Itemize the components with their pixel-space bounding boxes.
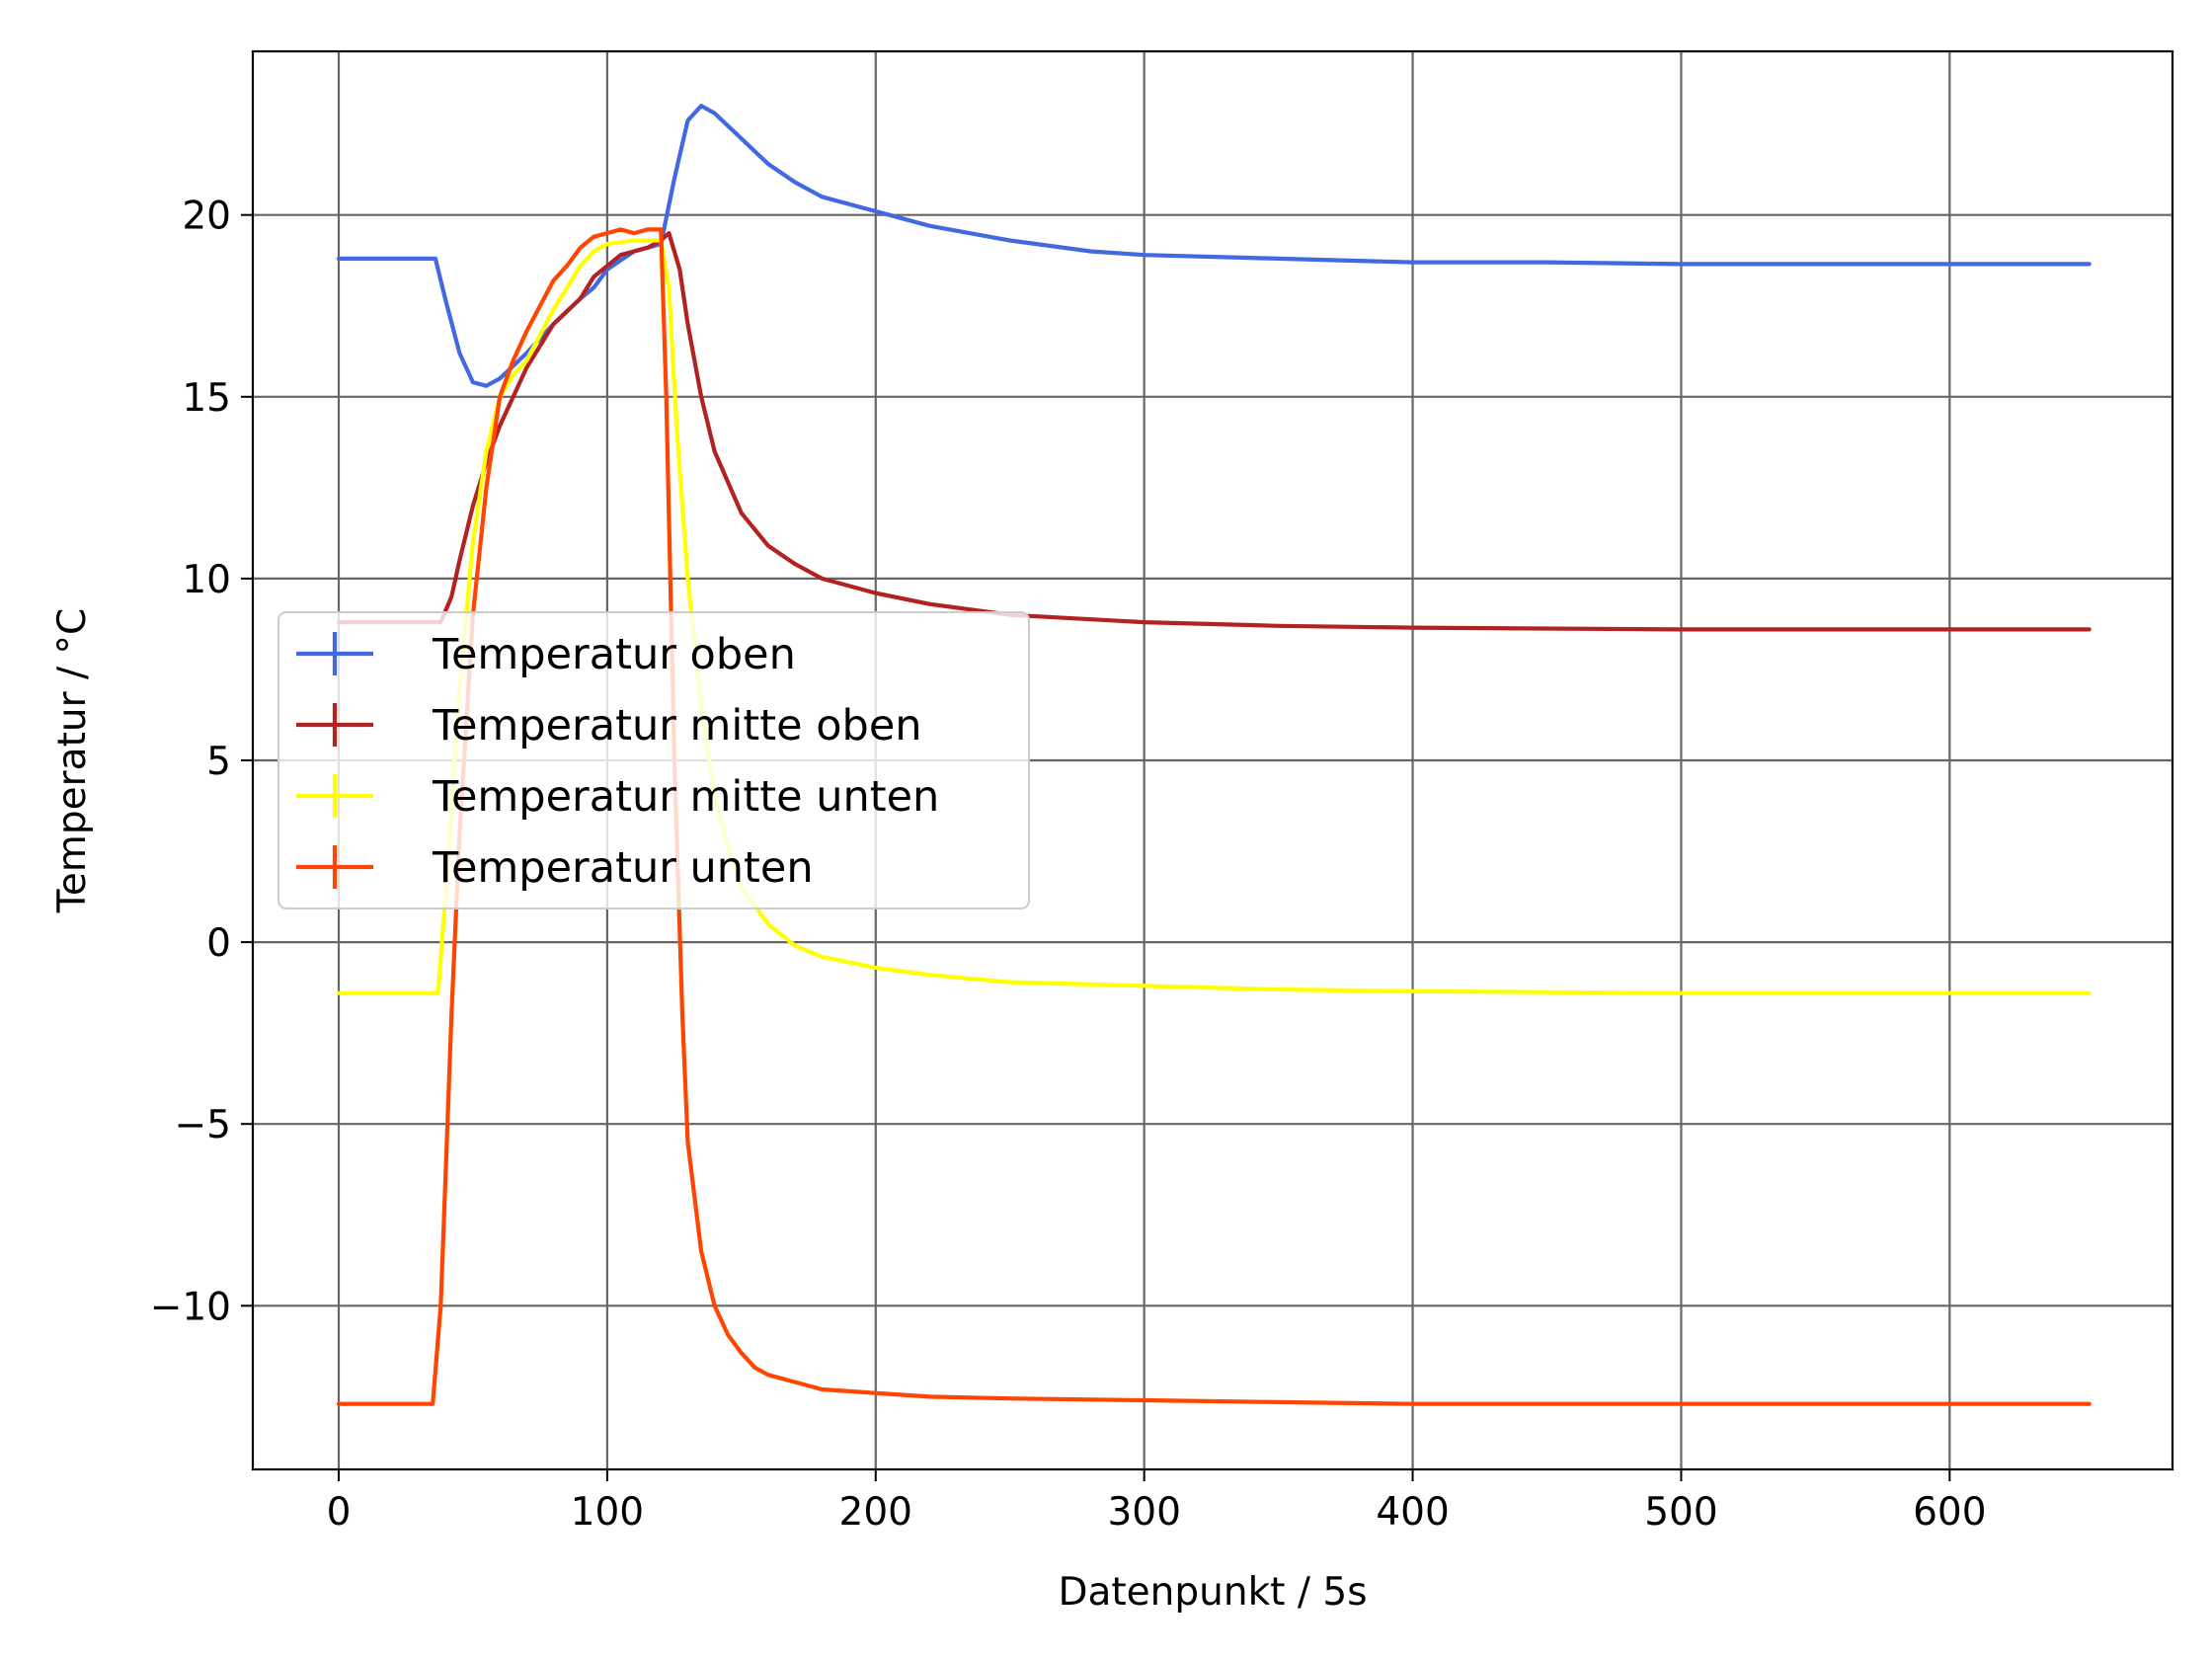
y-axis-label: Temperatur / °C — [50, 608, 95, 914]
series-line — [336, 104, 2092, 388]
y-tick-label: 10 — [182, 558, 231, 602]
series-line — [336, 238, 2092, 995]
x-tick-label: 0 — [327, 1490, 352, 1535]
x-tick-label: 200 — [839, 1490, 912, 1535]
y-tick-label: 20 — [182, 195, 231, 239]
legend-box — [277, 611, 1030, 909]
legend: Temperatur oben Temperatur mitte oben Temp… — [277, 611, 1030, 909]
y-tick-label: −10 — [150, 1285, 231, 1329]
x-tick-label: 100 — [571, 1490, 644, 1535]
legend-label: Temperatur mitte oben — [432, 701, 922, 750]
ticks-layer: 0 100 200 300 400 500 600 −10 −5 0 5 10 15 20 — [150, 195, 1987, 1535]
y-tick-label: 0 — [206, 921, 231, 966]
x-tick-label: 300 — [1107, 1490, 1180, 1535]
y-tick-label: 15 — [182, 376, 231, 421]
legend-label: Temperatur oben — [432, 630, 796, 679]
legend-label: Temperatur unten — [432, 843, 814, 893]
x-tick-label: 400 — [1376, 1490, 1449, 1535]
x-tick-label: 600 — [1913, 1490, 1986, 1535]
y-tick-label: −5 — [175, 1103, 232, 1147]
x-tick-label: 500 — [1644, 1490, 1717, 1535]
y-tick-label: 5 — [206, 740, 231, 784]
legend-label: Temperatur mitte unten — [432, 772, 939, 822]
grid — [253, 51, 2172, 1469]
x-axis-label: Datenpunkt / 5s — [1058, 1570, 1367, 1615]
